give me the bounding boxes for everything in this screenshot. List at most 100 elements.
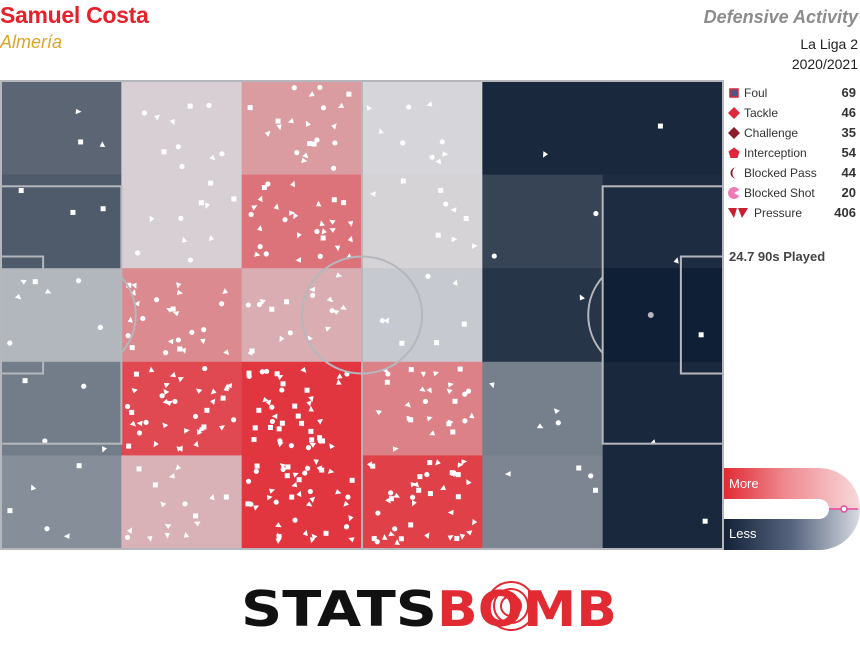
pressure-icon <box>728 208 748 218</box>
event-marker <box>295 257 302 263</box>
event-marker <box>454 535 460 541</box>
event-marker <box>274 371 280 377</box>
event-marker <box>308 91 315 97</box>
event-marker <box>176 446 183 452</box>
legend-label: Foul <box>744 86 768 100</box>
event-marker <box>305 120 311 127</box>
event-marker <box>305 445 312 451</box>
event-marker <box>167 338 174 345</box>
event-marker <box>288 442 295 449</box>
event-marker <box>208 235 215 242</box>
event-marker <box>196 428 203 435</box>
scale-more-label: More <box>729 476 759 491</box>
event-marker <box>276 124 282 131</box>
event-marker <box>311 533 318 540</box>
event-marker <box>136 466 142 472</box>
event-marker <box>245 501 251 507</box>
event-marker <box>385 371 391 377</box>
event-marker <box>426 387 432 394</box>
event-marker <box>443 201 449 207</box>
event-marker <box>124 403 131 410</box>
event-marker <box>424 471 430 478</box>
event-marker <box>335 489 342 495</box>
event-marker <box>393 492 400 498</box>
event-marker <box>306 400 312 407</box>
event-marker <box>320 235 326 241</box>
event-marker <box>192 413 199 420</box>
event-marker <box>319 220 325 227</box>
event-marker <box>449 470 455 476</box>
event-marker <box>466 479 472 486</box>
event-marker <box>275 538 282 544</box>
heatmap-cell <box>482 455 604 550</box>
event-marker <box>276 426 282 432</box>
event-marker <box>292 517 298 523</box>
event-marker <box>305 501 313 507</box>
event-marker <box>469 412 475 419</box>
event-marker <box>222 288 228 295</box>
heatmap-cell <box>241 361 363 456</box>
event-marker <box>427 491 433 497</box>
legend-count: 406 <box>834 205 856 220</box>
season-label: 2020/2021 <box>791 56 858 72</box>
event-marker <box>141 110 148 116</box>
event-marker <box>447 419 454 426</box>
event-marker <box>452 398 458 404</box>
heatmap-cell <box>121 81 243 176</box>
event-marker <box>400 140 406 146</box>
event-marker <box>285 464 291 470</box>
event-marker <box>326 296 334 303</box>
event-marker <box>472 243 478 249</box>
legend-count: 35 <box>841 125 856 140</box>
event-marker <box>400 178 406 184</box>
event-marker <box>164 524 172 529</box>
event-marker <box>302 152 309 159</box>
event-marker <box>463 215 469 221</box>
heatmap-cells <box>1 81 724 550</box>
event-marker <box>277 442 284 448</box>
event-marker <box>182 501 188 507</box>
interception-icon <box>728 147 740 158</box>
heatmap-cell <box>482 174 604 269</box>
event-marker <box>172 311 180 317</box>
heatmap-cell <box>362 455 483 550</box>
event-marker <box>22 378 28 384</box>
event-marker <box>304 465 311 471</box>
event-marker <box>269 488 276 494</box>
event-marker <box>434 340 440 346</box>
event-marker <box>447 535 454 541</box>
tackle-icon <box>728 107 740 119</box>
event-marker <box>184 428 190 434</box>
event-marker <box>314 228 320 235</box>
heatmap-cell <box>121 361 243 456</box>
event-marker <box>424 532 430 539</box>
event-marker <box>331 123 337 130</box>
event-marker <box>126 443 132 449</box>
event-marker <box>392 446 399 452</box>
event-marker <box>284 299 290 305</box>
team-name: Almería <box>0 32 63 52</box>
event-marker <box>438 187 444 193</box>
event-marker <box>316 200 322 207</box>
event-marker <box>152 482 158 488</box>
legend: Foul 69 Tackle 46 Challenge 35 Intercept… <box>728 84 858 224</box>
event-marker <box>159 393 165 399</box>
foul-icon <box>729 88 739 98</box>
event-marker <box>379 318 386 324</box>
event-marker <box>576 465 582 471</box>
legend-count: 54 <box>841 145 856 160</box>
event-marker <box>406 104 412 110</box>
event-marker <box>388 531 395 537</box>
event-marker <box>248 501 254 507</box>
event-marker <box>205 202 210 209</box>
event-marker <box>307 335 314 341</box>
event-marker <box>161 149 167 155</box>
event-marker <box>287 330 293 336</box>
event-marker <box>543 151 548 158</box>
event-marker <box>334 245 341 252</box>
event-marker <box>392 526 398 532</box>
event-marker <box>246 370 252 376</box>
event-marker <box>202 365 208 372</box>
event-marker <box>204 407 210 413</box>
left-penalty-arc <box>120 276 137 354</box>
